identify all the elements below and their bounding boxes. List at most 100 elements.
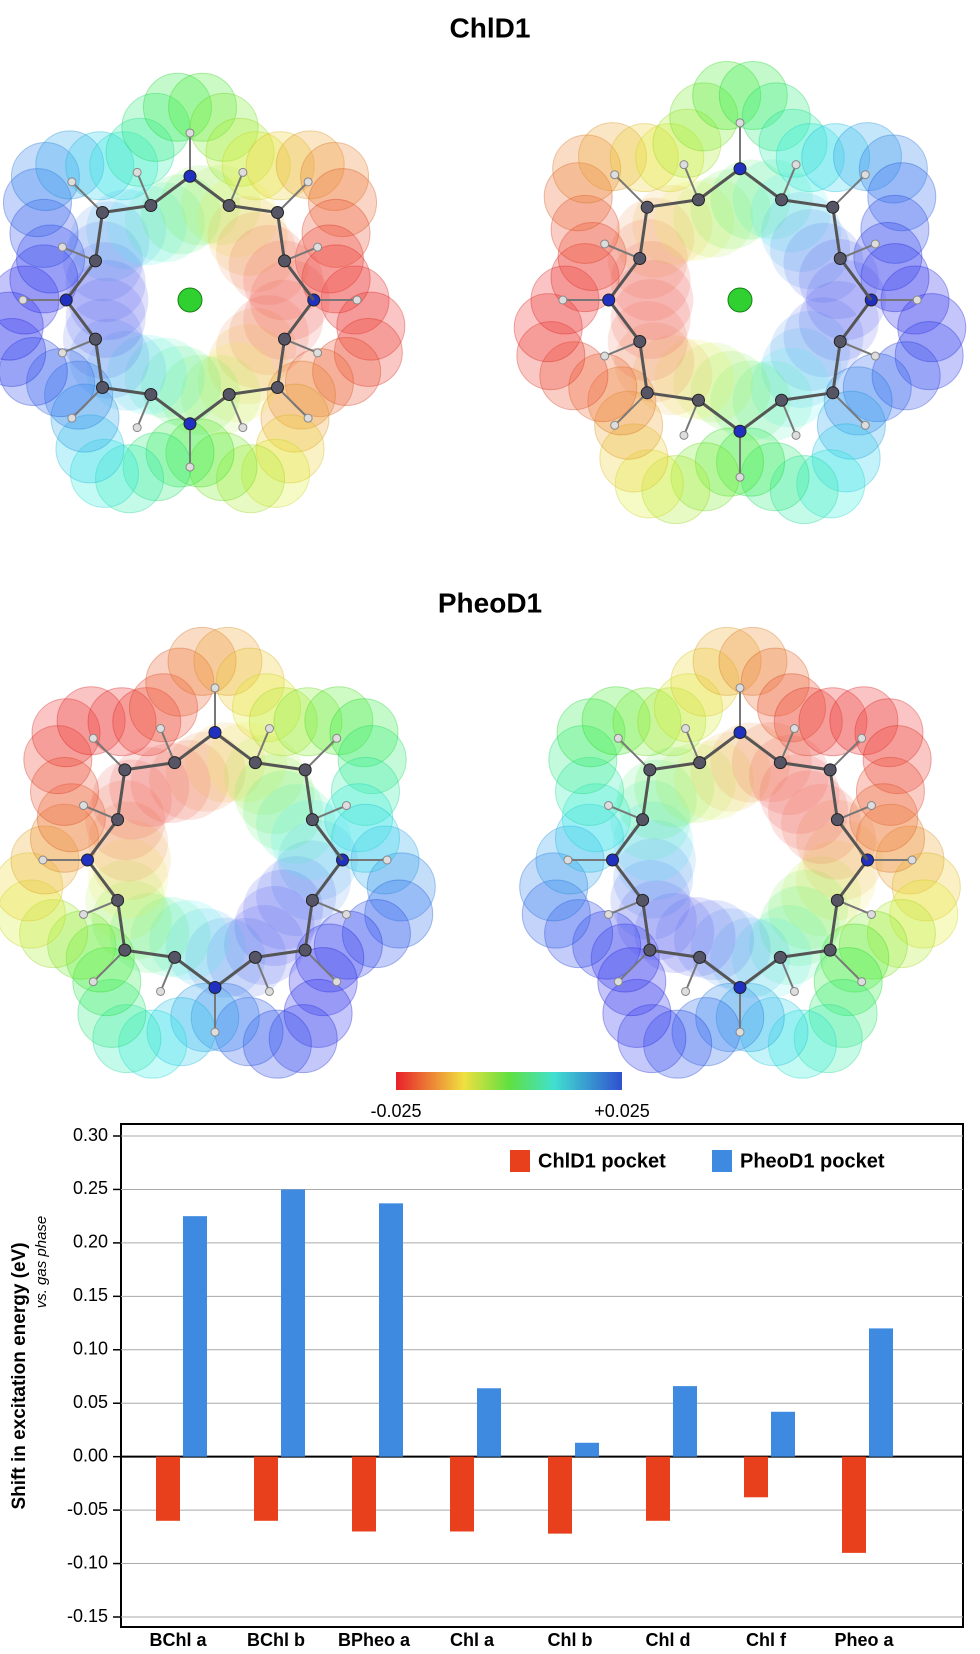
bond (836, 859, 869, 902)
bar (842, 1456, 866, 1553)
surface-core (216, 308, 297, 389)
surface-core (106, 334, 187, 415)
legend-swatch (510, 1150, 530, 1172)
surface-lobe (29, 803, 99, 873)
surface-lobe (718, 61, 788, 131)
atom (691, 193, 705, 207)
surface-lobe (72, 947, 142, 1017)
bond (638, 206, 649, 259)
atom (826, 200, 840, 214)
colorbar-label: -0.025 (370, 1101, 421, 1121)
surface-lobe (0, 291, 44, 361)
bond (189, 393, 231, 425)
surface-lobe (92, 1004, 162, 1074)
surface-lobe (19, 899, 89, 969)
bar (548, 1456, 572, 1534)
atom (238, 423, 248, 433)
surface-core (654, 180, 735, 261)
surface-lobe (50, 383, 120, 453)
surface-lobe (295, 923, 365, 993)
atom (210, 683, 220, 693)
y-tick-label: -0.10 (67, 1552, 108, 1572)
surface-core (781, 856, 862, 937)
atom (238, 167, 248, 177)
surface-lobe (10, 141, 80, 211)
bar (673, 1386, 697, 1457)
bond (698, 731, 741, 764)
surface-lobe (241, 438, 311, 508)
atom (185, 128, 195, 138)
surface-lobe (337, 725, 407, 795)
atom (733, 162, 747, 176)
surface-lobe (312, 336, 382, 406)
atom (341, 801, 351, 811)
surface-core (243, 869, 324, 950)
surface-lobe (813, 947, 883, 1017)
bond (173, 731, 216, 764)
surface-lobe (69, 438, 139, 508)
surface-lobe (0, 852, 64, 922)
surface-lobe (145, 647, 215, 717)
atom (830, 893, 844, 907)
surface-lobe (65, 923, 135, 993)
surface-lobe (273, 687, 343, 757)
atom (88, 254, 102, 268)
atom (860, 420, 870, 430)
surface-lobe (856, 803, 926, 873)
atom (88, 733, 98, 743)
bond (149, 393, 191, 425)
atom (640, 200, 654, 214)
bond (65, 259, 97, 301)
bond (304, 737, 338, 771)
surface-core (761, 327, 842, 408)
surface-lobe (65, 131, 135, 201)
surface-lobe (587, 366, 657, 436)
atom (907, 855, 917, 865)
bond (611, 818, 644, 861)
plot-frame (120, 1123, 964, 1628)
surface-lobe (769, 455, 839, 525)
surface-lobe (652, 108, 722, 178)
surface-core (228, 295, 309, 376)
surface-lobe (833, 122, 903, 192)
surface-lobe (55, 414, 125, 484)
bond (646, 198, 699, 209)
surface-lobe (288, 947, 358, 1017)
surface-core (655, 896, 736, 977)
surface-core (613, 838, 694, 919)
surface-core (615, 820, 696, 900)
surface-lobe (301, 244, 371, 314)
surface-lobe (87, 687, 157, 757)
bar (156, 1456, 180, 1521)
atom (791, 160, 801, 170)
bond (65, 299, 97, 341)
atom (111, 813, 125, 827)
surface-lobe (581, 686, 651, 756)
atom (610, 420, 620, 430)
surface-lobe (118, 1009, 188, 1079)
atom (132, 423, 142, 433)
surface-core (271, 840, 352, 921)
bond (780, 948, 831, 959)
legend-label: ChlD1 pocket (538, 1150, 666, 1172)
atom (81, 853, 94, 867)
atom (67, 177, 77, 187)
atom (773, 756, 787, 770)
atom (95, 205, 109, 219)
atom (332, 733, 342, 743)
molecule (519, 626, 961, 1079)
surface-lobe (894, 321, 964, 391)
surface-lobe (853, 221, 923, 291)
surface-lobe (36, 783, 106, 853)
surface-core (710, 722, 791, 803)
surface-core (85, 780, 166, 861)
surface-core (207, 195, 288, 276)
atom (382, 855, 392, 865)
colorbar-label: +0.025 (594, 1101, 650, 1121)
surface-lobe (767, 1009, 837, 1079)
bond (697, 399, 741, 433)
atom (640, 386, 654, 400)
atom (606, 853, 619, 867)
metal-atom (177, 287, 203, 313)
surface-core (165, 908, 246, 989)
